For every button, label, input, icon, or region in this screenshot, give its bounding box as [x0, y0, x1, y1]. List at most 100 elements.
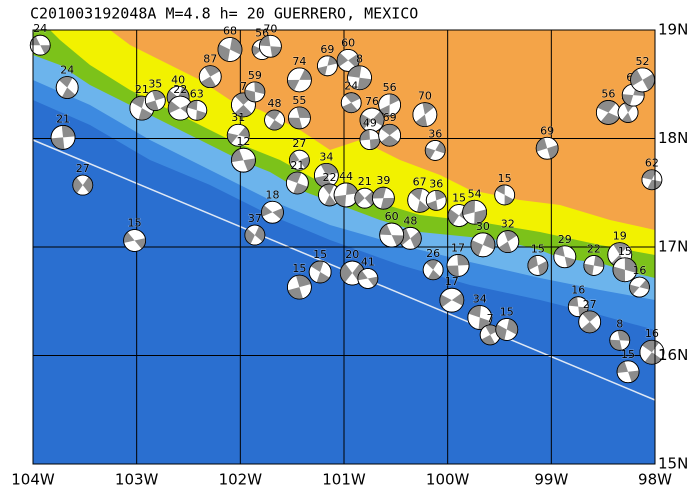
focal-mechanism — [609, 329, 631, 351]
ball-rim — [567, 296, 589, 318]
ball-compression — [451, 293, 464, 306]
ball-compression — [448, 209, 460, 225]
ball-rim — [287, 274, 312, 300]
ball-compression — [568, 296, 579, 307]
focal-mechanism — [244, 81, 266, 103]
ball-rim — [336, 48, 360, 72]
lat-label: 16N — [658, 346, 688, 364]
ball-compression — [498, 241, 512, 253]
ball-compression — [359, 129, 370, 141]
ball-rim — [378, 93, 402, 117]
focal-mechanism — [261, 200, 284, 224]
depth-label: 7 — [240, 80, 247, 93]
lon-label: 104W — [11, 471, 55, 489]
focal-mechanism — [317, 55, 338, 77]
depth-label: 70 — [418, 90, 432, 103]
depth-label: 16 — [571, 284, 585, 297]
ball-compression — [427, 269, 441, 280]
ball-compression — [415, 114, 428, 127]
ball-compression — [259, 35, 271, 47]
depth-label: 16 — [645, 327, 659, 340]
depth-label: 29 — [558, 233, 572, 246]
focal-mechanism — [244, 224, 266, 246]
depth-label: 69 — [383, 111, 397, 124]
lat-label: 17N — [658, 238, 688, 256]
ball-compression — [254, 81, 265, 95]
ball-rim — [470, 232, 496, 258]
ball-compression — [410, 231, 422, 249]
ball-compression — [600, 112, 620, 125]
depth-label: 40 — [171, 73, 185, 86]
ball-compression — [299, 156, 310, 169]
focal-mechanism — [495, 318, 519, 341]
focal-mechanism — [287, 274, 312, 300]
ball-compression — [369, 138, 380, 150]
ball-compression — [289, 151, 300, 164]
ball-rim — [317, 55, 338, 77]
ball-rim — [439, 287, 465, 313]
ball-compression — [578, 306, 589, 317]
focal-mechanism — [217, 37, 243, 62]
frame — [32, 29, 656, 465]
ball-rim — [50, 125, 76, 150]
ball-compression — [168, 100, 181, 114]
ball-compression — [503, 230, 517, 242]
ball-compression — [296, 106, 311, 119]
ball-rim — [535, 136, 559, 160]
depth-label: 21 — [290, 159, 304, 172]
ball-rim — [612, 257, 638, 283]
focal-mechanism — [258, 34, 282, 58]
ball-compression — [583, 263, 594, 276]
focal-mechanism — [424, 140, 446, 161]
ball-compression — [354, 190, 365, 206]
ball-rim — [494, 184, 516, 206]
lat-label: 15N — [658, 455, 688, 473]
focal-mechanism — [617, 102, 639, 123]
focal-mechanism — [29, 34, 51, 56]
ball-compression — [342, 102, 358, 113]
ball-compression — [457, 254, 470, 266]
ball-rim — [340, 92, 362, 114]
ball-rim — [289, 149, 310, 171]
ball-compression — [244, 228, 255, 245]
ball-compression — [131, 96, 146, 109]
ball-compression — [639, 279, 650, 290]
lat-label: 18N — [658, 129, 688, 147]
ball-compression — [371, 111, 384, 127]
focal-mechanism — [553, 245, 577, 269]
depth-label: 30 — [476, 220, 490, 233]
ball-rim — [264, 109, 285, 131]
ball-compression — [612, 266, 626, 282]
ball-rim — [198, 65, 222, 89]
ball-compression — [434, 190, 446, 201]
ball-compression — [348, 54, 360, 68]
ball-compression — [593, 255, 604, 268]
ball-rim — [446, 254, 470, 277]
ball-compression — [435, 141, 446, 154]
ball-compression — [462, 200, 476, 216]
depth-label: 74 — [292, 55, 306, 68]
ball-compression — [630, 69, 643, 87]
ball-compression — [380, 124, 399, 136]
ball-compression — [617, 330, 630, 341]
depth-label: 15 — [313, 248, 327, 261]
ball-compression — [481, 334, 496, 345]
depth-label: 12 — [236, 135, 250, 148]
depth-label: 36 — [428, 127, 442, 140]
ball-compression — [621, 112, 633, 123]
ball-compression — [380, 135, 399, 147]
ball-rim — [629, 276, 650, 298]
depth-label: 15 — [531, 242, 545, 255]
ball-compression — [310, 260, 324, 272]
depth-label: 27 — [292, 137, 306, 150]
ball-compression — [474, 209, 487, 225]
ball-compression — [470, 240, 483, 257]
focal-mechanism — [407, 187, 433, 213]
focal-mechanism — [378, 93, 402, 117]
focal-mechanism — [567, 296, 589, 318]
focal-mechanism — [313, 162, 339, 188]
focal-mechanism — [50, 125, 76, 150]
depth-label: 8 — [616, 317, 623, 330]
depth-label: 34 — [319, 150, 333, 163]
